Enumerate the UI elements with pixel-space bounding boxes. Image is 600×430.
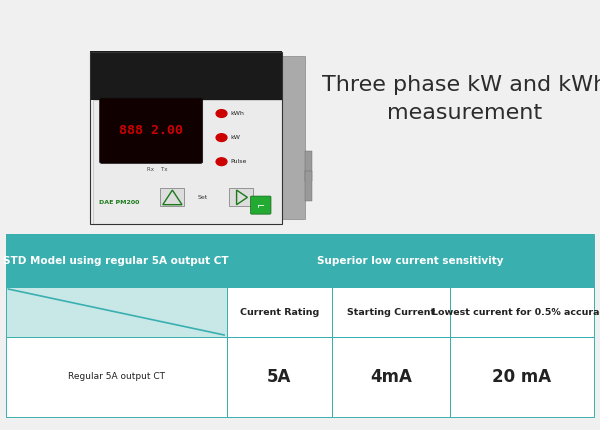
Bar [305, 171, 312, 201]
Bar [450, 287, 594, 337]
Bar [90, 52, 282, 224]
Text: kWh: kWh [230, 111, 244, 116]
Bar [450, 234, 594, 287]
Text: Regular 5A output CT: Regular 5A output CT [68, 372, 165, 381]
Text: Set: Set [197, 195, 208, 200]
Bar [227, 287, 332, 337]
Circle shape [216, 134, 227, 141]
Bar [332, 234, 450, 287]
Text: ⌐: ⌐ [257, 200, 265, 210]
Bar [6, 337, 594, 417]
Text: Current Rating: Current Rating [240, 307, 319, 316]
Text: 20 mA: 20 mA [493, 368, 551, 386]
Bar [229, 188, 253, 206]
FancyBboxPatch shape [100, 98, 203, 163]
Text: kW: kW [230, 135, 241, 140]
Bar [6, 234, 594, 287]
Text: Three phase kW and kWh
measurement: Three phase kW and kWh measurement [322, 75, 600, 123]
Bar [450, 337, 594, 417]
Bar [282, 56, 305, 219]
Bar [93, 100, 282, 224]
Text: 4mA: 4mA [370, 368, 412, 386]
Bar [227, 234, 332, 287]
Text: 5A: 5A [267, 368, 292, 386]
Text: Rx    Tx: Rx Tx [147, 167, 167, 172]
Bar [227, 287, 594, 337]
Bar [227, 337, 332, 417]
Bar [6, 287, 227, 337]
Circle shape [216, 158, 227, 166]
Circle shape [216, 110, 227, 117]
Text: Lowest current for 0.5% accuracy: Lowest current for 0.5% accuracy [432, 307, 600, 316]
Bar [6, 234, 227, 287]
Bar [6, 287, 227, 337]
Bar [332, 287, 450, 337]
Bar [332, 337, 450, 417]
Bar [305, 150, 312, 181]
Bar [160, 188, 184, 206]
Bar [90, 51, 282, 100]
Text: Starting Current: Starting Current [347, 307, 435, 316]
FancyBboxPatch shape [251, 196, 271, 214]
Text: DAE PM200: DAE PM200 [99, 200, 139, 206]
Text: Pulse: Pulse [230, 159, 247, 164]
Text: 888 2.00: 888 2.00 [119, 124, 183, 137]
Bar [6, 337, 227, 417]
Text: Superior low current sensitivity: Superior low current sensitivity [317, 256, 503, 266]
Text: STD Model using regular 5A output CT: STD Model using regular 5A output CT [4, 256, 229, 266]
